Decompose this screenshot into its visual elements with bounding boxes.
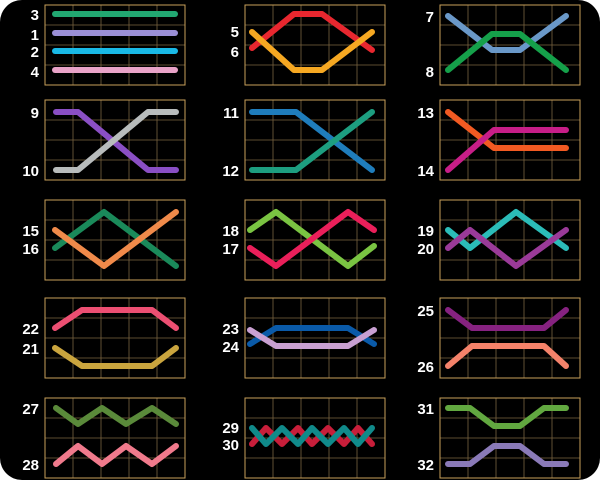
panel-13: 27 28: [22, 397, 186, 479]
wire-label-7: 7: [426, 9, 434, 26]
wire-28: [53, 443, 179, 467]
wire-10: [53, 109, 179, 173]
wire-label-5: 5: [231, 24, 239, 41]
panel-frame: [244, 397, 386, 479]
wire-label-10: 10: [22, 163, 39, 180]
wire-31: [445, 405, 569, 429]
panel-frame: [44, 199, 186, 281]
wire-label-13: 13: [417, 105, 434, 122]
panel-15: 31 32: [417, 397, 581, 479]
wire-label-32: 32: [417, 457, 434, 474]
panel-frame: [44, 99, 186, 181]
panel-3: 78: [426, 4, 581, 86]
panel-12: 25 26: [417, 297, 581, 379]
wire-label-16: 16: [22, 241, 39, 258]
wire-label-26: 26: [417, 359, 434, 376]
wire-label-25: 25: [417, 303, 434, 320]
panel-frame: [439, 99, 581, 181]
panel-frame: [439, 199, 581, 281]
wire-24: [247, 327, 377, 349]
wire-17: [247, 209, 377, 269]
wire-14: [445, 127, 569, 173]
panel-grid: [440, 298, 580, 378]
wire-label-1: 1: [31, 27, 39, 44]
wire-label-2: 2: [31, 44, 39, 61]
panel-frame: [44, 4, 186, 86]
wire-label-19: 19: [417, 223, 434, 240]
panel-4: 9 10: [22, 99, 186, 181]
wire-8: [445, 31, 569, 73]
panel-frame: [244, 99, 386, 181]
panel-frame: [44, 397, 186, 479]
wire-25: [445, 307, 569, 331]
wire-label-20: 20: [417, 241, 434, 258]
wire-21: [52, 345, 179, 369]
wire-label-21: 21: [22, 341, 39, 358]
wire-label-24: 24: [222, 339, 239, 356]
panel-1: 3 12 4: [31, 4, 186, 86]
panel-grid: [440, 5, 580, 85]
wire-label-6: 6: [231, 44, 239, 61]
wire-label-23: 23: [222, 321, 239, 338]
wire-26: [445, 343, 569, 369]
panel-5: 11 12: [222, 99, 386, 181]
wire-label-15: 15: [22, 223, 39, 240]
wire-label-28: 28: [22, 457, 39, 474]
wire-22: [52, 307, 179, 331]
panel-grid: [440, 100, 580, 180]
wire-6: [249, 29, 375, 73]
panel-frame: [439, 297, 581, 379]
panel-frame: [439, 4, 581, 86]
panel-2: 56: [231, 4, 386, 86]
wire-label-8: 8: [426, 64, 434, 81]
wire-27: [53, 405, 179, 427]
wire-12: [249, 109, 375, 173]
wire-label-31: 31: [417, 401, 434, 418]
panel-grid: [45, 100, 185, 180]
wire-13: [445, 109, 569, 151]
wire-label-22: 22: [22, 321, 39, 338]
panel-frame: [244, 199, 386, 281]
wire-label-3: 3: [31, 7, 39, 24]
wire-label-4: 4: [31, 64, 40, 81]
wire-label-14: 14: [417, 163, 434, 180]
wire-label-12: 12: [222, 163, 239, 180]
wire-label-29: 29: [222, 420, 239, 437]
panel-frame: [244, 4, 386, 86]
wire-label-30: 30: [222, 437, 239, 454]
wire-label-18: 18: [222, 223, 239, 240]
wire-16: [52, 209, 179, 269]
wire-7: [445, 13, 569, 53]
wire-15: [52, 209, 179, 269]
wire-label-17: 17: [222, 241, 239, 258]
panel-grid: [45, 5, 185, 85]
panel-frame: [244, 297, 386, 379]
panel-6: 13 14: [417, 99, 581, 181]
wire-32: [445, 443, 569, 467]
panel-grid: [45, 398, 185, 478]
wire-label-9: 9: [31, 105, 39, 122]
wire-5: [249, 11, 375, 53]
panel-frame: [44, 297, 186, 379]
wire-20: [445, 227, 569, 269]
wire-label-11: 11: [223, 105, 239, 122]
panel-frame: [439, 397, 581, 479]
wire-29: [249, 425, 375, 447]
wire-11: [249, 109, 375, 173]
wire-30: [249, 425, 375, 447]
wire-label-27: 27: [22, 401, 39, 418]
